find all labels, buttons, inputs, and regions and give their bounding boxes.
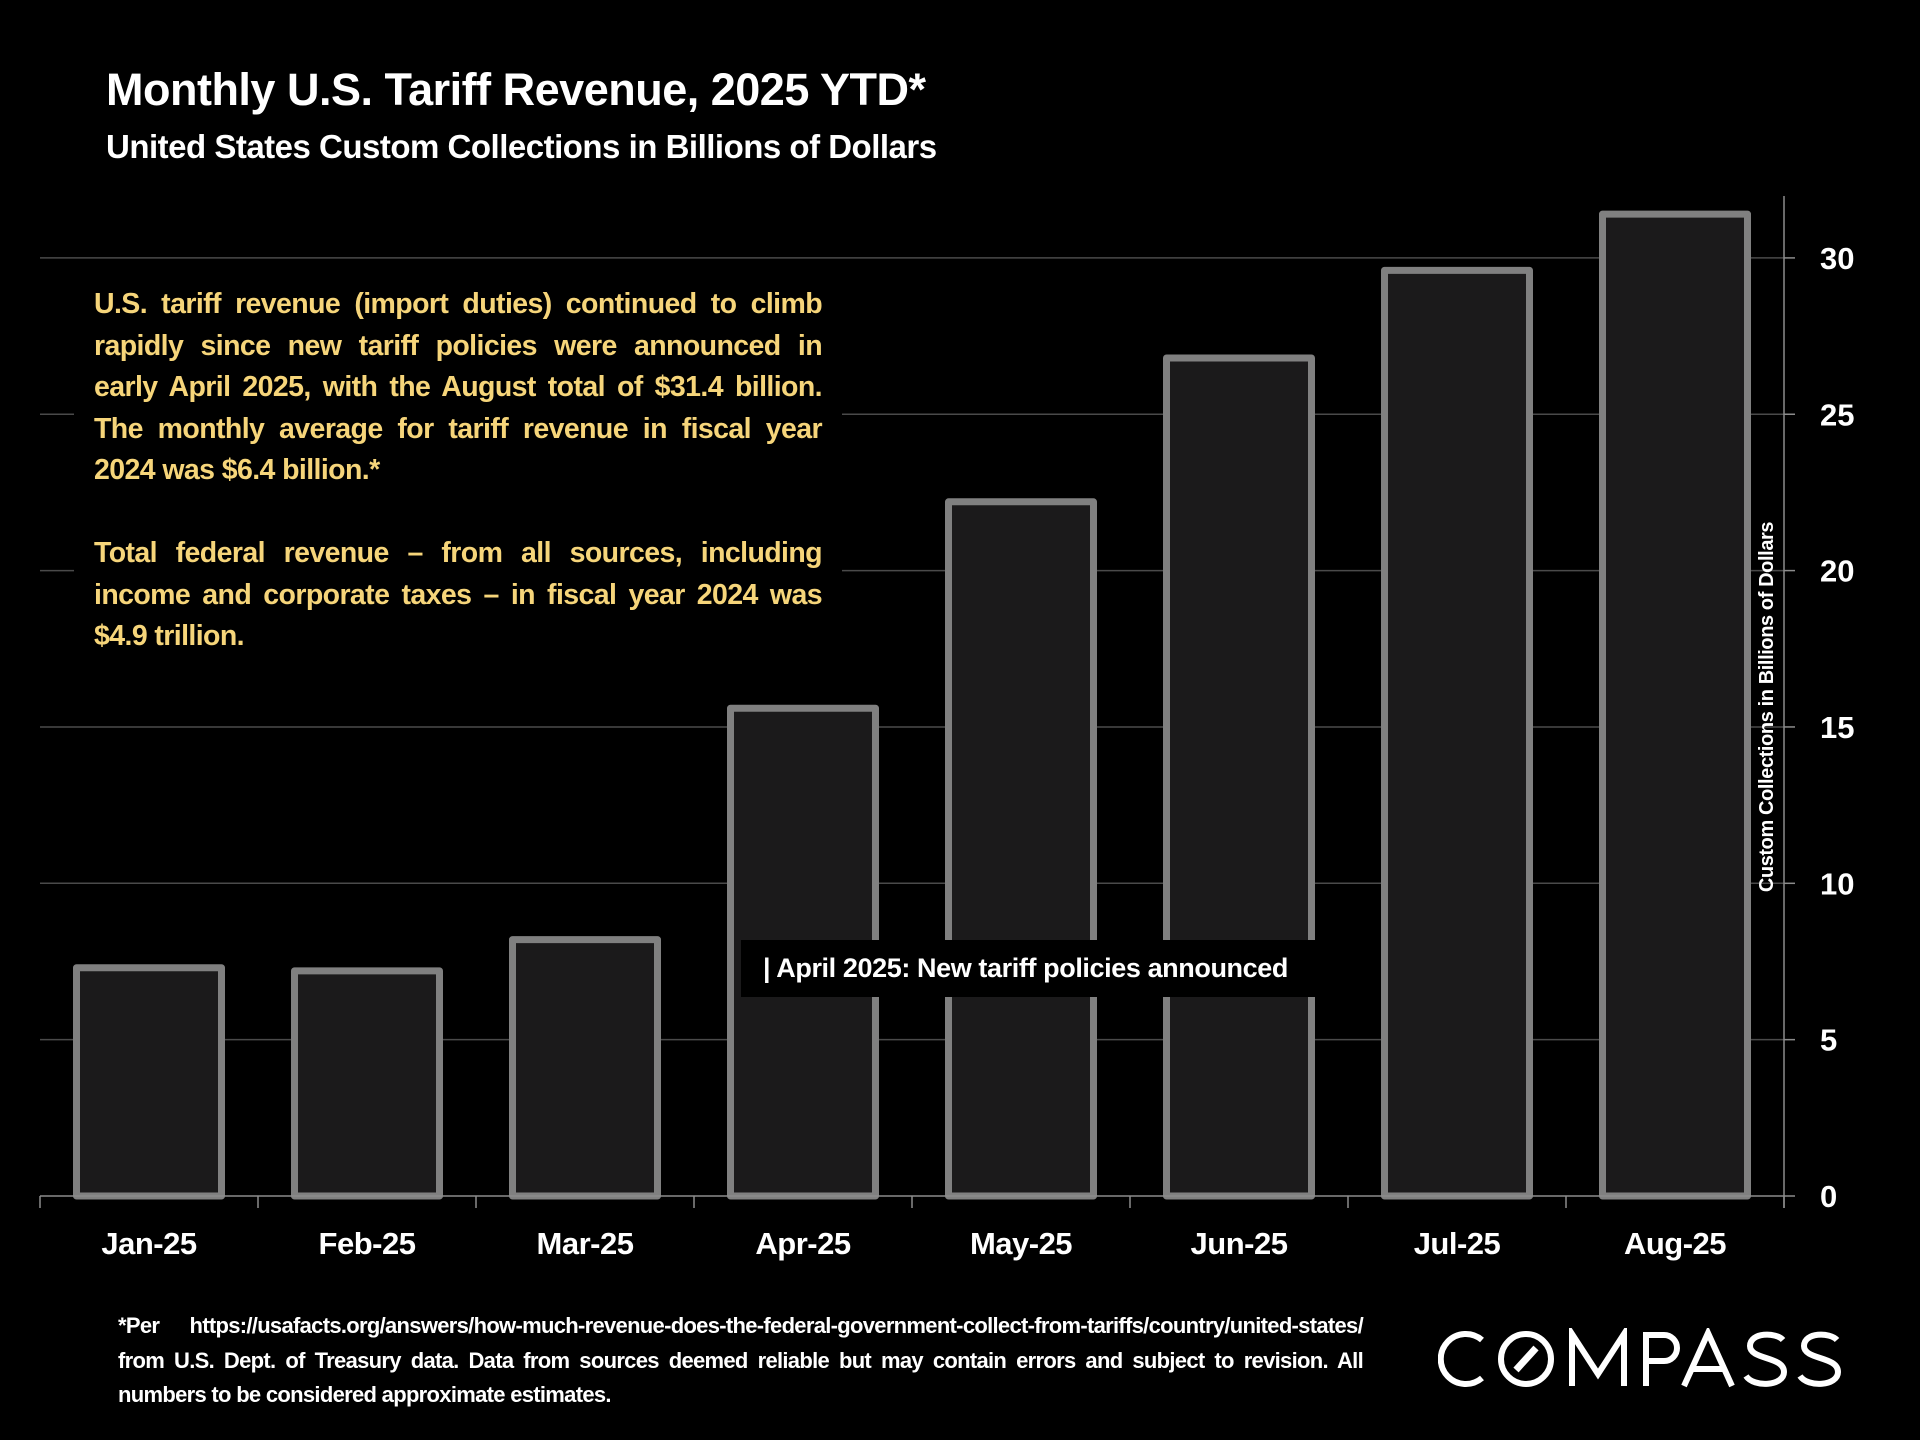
bar-jun-25 xyxy=(1163,354,1315,1200)
bar-feb-25 xyxy=(291,967,443,1200)
compass-logo xyxy=(1438,1328,1842,1388)
bar-jul-25 xyxy=(1381,266,1533,1200)
x-tick-label: Jun-25 xyxy=(1191,1226,1288,1261)
chart-subtitle: United States Custom Collections in Bill… xyxy=(106,128,937,165)
logo-letter-p xyxy=(1643,1332,1680,1386)
y-tick-label: 20 xyxy=(1820,554,1854,589)
logo-letter-m xyxy=(1569,1328,1627,1386)
bar-may-25 xyxy=(945,498,1097,1200)
x-tick-label: May-25 xyxy=(970,1226,1072,1261)
logo-letter-s1 xyxy=(1743,1331,1788,1387)
logo-letter-s2 xyxy=(1797,1331,1842,1387)
y-tick-label: 25 xyxy=(1820,397,1854,432)
x-tick-label: Jan-25 xyxy=(101,1226,196,1261)
april-2025-annotation: | April 2025: New tariff policies announ… xyxy=(741,940,1357,997)
x-tick-label: Apr-25 xyxy=(755,1226,850,1261)
y-tick-label: 5 xyxy=(1820,1023,1837,1058)
commentary-paragraph-federal: Total federal revenue – from all sources… xyxy=(94,537,823,652)
x-tick-label: Feb-25 xyxy=(319,1226,416,1261)
y-tick-label: 10 xyxy=(1820,866,1854,901)
logo-slash-icon xyxy=(1513,1345,1539,1373)
bar-aug-25 xyxy=(1599,210,1751,1200)
y-tick-label: 15 xyxy=(1820,710,1854,745)
logo-letter-a xyxy=(1681,1328,1735,1388)
source-footnote: *Per https://usafacts.org/answers/how-mu… xyxy=(118,1313,1364,1407)
commentary-paragraph-tariff: U.S. tariff revenue (import duties) cont… xyxy=(94,288,823,486)
logo-letter-o-icon xyxy=(1498,1331,1554,1387)
x-tick-labels: Jan-25 Feb-25 Mar-25 Apr-25 May-25 Jun-25 Jul-… xyxy=(101,1226,1726,1261)
y-tick-label: 0 xyxy=(1820,1179,1837,1214)
chart-title: Monthly U.S. Tariff Revenue, 2025 YTD* xyxy=(106,64,926,115)
bar-mar-25 xyxy=(509,936,661,1200)
x-tick-label: Mar-25 xyxy=(537,1226,634,1261)
x-tick-label: Aug-25 xyxy=(1624,1226,1726,1261)
axes xyxy=(39,196,1795,1208)
y-axis-title: Custom Collections in Billions of Dollar… xyxy=(1756,522,1778,893)
commentary-box: U.S. tariff revenue (import duties) cont… xyxy=(74,280,842,670)
logo-letter-c xyxy=(1438,1331,1484,1387)
bar-jan-25 xyxy=(73,964,225,1200)
y-tick-labels: 0 5 10 15 20 25 30 xyxy=(1820,241,1854,1214)
y-tick-label: 30 xyxy=(1820,241,1854,276)
bars xyxy=(73,210,1751,1200)
x-tick-label: Jul-25 xyxy=(1414,1226,1501,1261)
